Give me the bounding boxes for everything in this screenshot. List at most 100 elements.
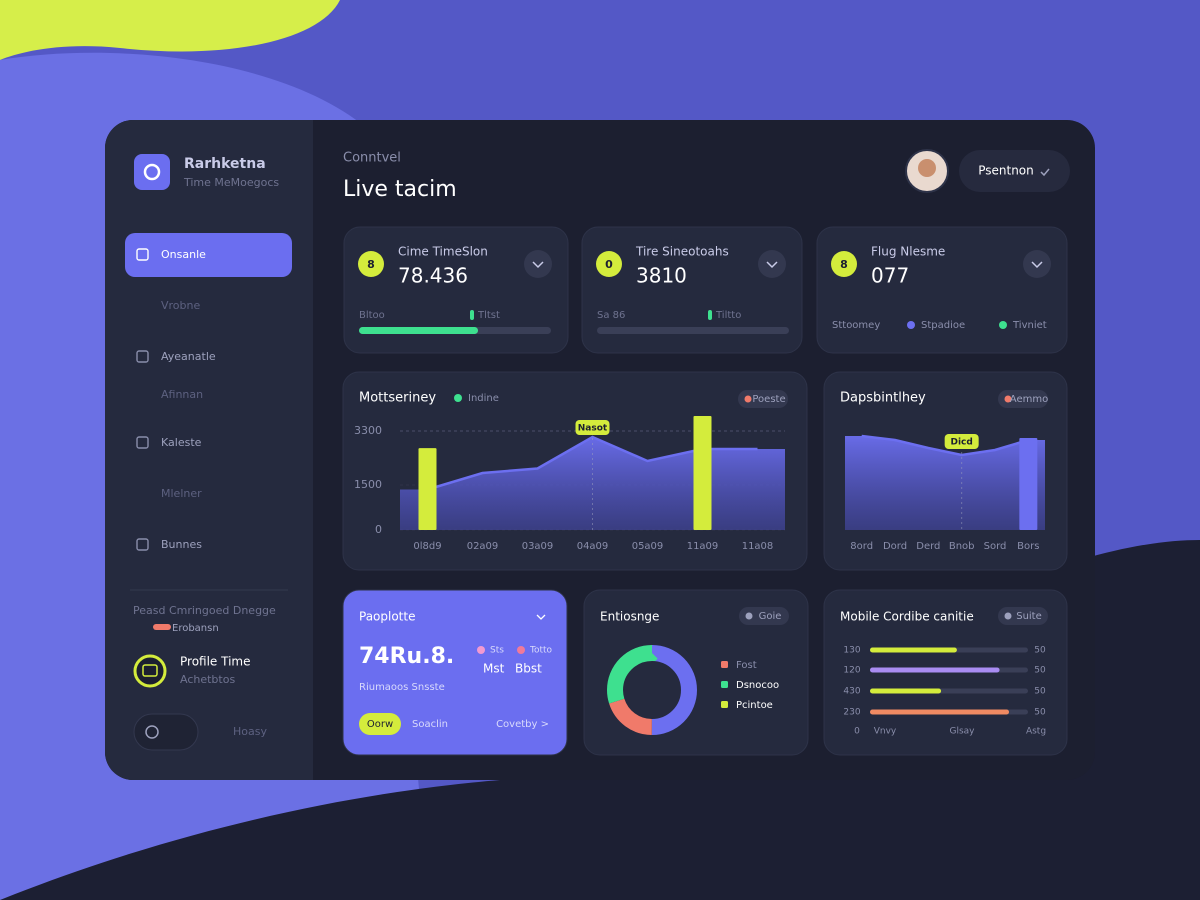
badge[interactable]: [998, 607, 1048, 625]
stat-menu[interactable]: [524, 250, 552, 278]
legend-label: Dsnocoo: [736, 680, 779, 691]
stat-title: Cime TimeSlon: [398, 245, 488, 259]
promo-link[interactable]: Covetby >: [496, 719, 549, 730]
tag-label: Erobansn: [172, 623, 219, 634]
stat-left: Bltoo: [359, 310, 385, 321]
profile-glyph: [142, 664, 158, 677]
promo-sub: Mst: [483, 662, 505, 676]
progress-fill: [359, 327, 479, 334]
status-pill: [708, 310, 712, 320]
brand: Rarhketna: [184, 156, 266, 172]
badge-icon: [744, 395, 752, 403]
x-tick-label: Bors: [1017, 541, 1039, 552]
row-value: 50: [1034, 646, 1046, 656]
chart-title: Dapsbintlhey: [840, 391, 926, 406]
stat-icon: [358, 251, 384, 277]
nav-item[interactable]: Vrobne: [161, 299, 200, 312]
stat-value: 78.436: [398, 264, 468, 288]
promo-card: [342, 589, 568, 756]
nav-item[interactable]: Onsanle: [161, 248, 206, 261]
x-tick-label: 03a09: [522, 541, 554, 552]
nav-item[interactable]: Mlelner: [161, 487, 202, 500]
stat-icon: [831, 251, 857, 277]
progress-track: [597, 327, 789, 334]
navy-blob: [0, 540, 1200, 900]
nav-item[interactable]: Bunnes: [161, 538, 202, 551]
badge[interactable]: [738, 390, 788, 408]
content: Rarhketna Time MeMoegocs Onsanle Vrobne Ayea…: [125, 149, 1070, 756]
nav-icon: [136, 436, 149, 449]
legend-label: Fost: [736, 660, 757, 671]
bar: [870, 647, 957, 653]
annotation-pill: [944, 434, 979, 449]
badge[interactable]: [998, 390, 1048, 408]
legend-swatch: [721, 701, 728, 708]
y-tick-label: 0: [375, 523, 382, 536]
badge[interactable]: [739, 607, 789, 625]
row-label: 130: [843, 646, 860, 656]
badge-icon: [745, 612, 753, 620]
area-line: [861, 434, 1029, 457]
brand-subtitle: Time MeMoegocs: [183, 176, 279, 189]
legend-dot: [454, 394, 462, 402]
annotation: Nasot: [578, 424, 608, 434]
stat-icon: [596, 251, 622, 277]
nav-active[interactable]: [125, 233, 292, 277]
sidebar-edge: [285, 120, 313, 780]
nav-item[interactable]: Ayeanatle: [161, 350, 216, 363]
promo-button-label[interactable]: Oorw: [367, 719, 393, 730]
nav-icon: [136, 350, 149, 363]
stat-menu[interactable]: [758, 250, 786, 278]
row-value: 50: [1034, 708, 1046, 718]
stat-menu[interactable]: [1023, 250, 1051, 278]
stat-legend: Stpadioe: [921, 320, 965, 331]
header-button-label[interactable]: Psentnon: [978, 164, 1034, 178]
profile-avatar[interactable]: [133, 654, 167, 688]
badge-icon: [1004, 612, 1012, 620]
nav-item[interactable]: Afinnan: [161, 388, 203, 401]
row-label: 120: [843, 666, 860, 676]
logo: [134, 154, 170, 190]
x-tick-label: Dord: [883, 541, 907, 552]
badge-label: Goie: [759, 611, 782, 622]
x-tick-label: 11a08: [742, 541, 774, 552]
stat-title: Flug Nlesme: [871, 245, 945, 259]
stat-legend: Sttoomey: [832, 320, 880, 331]
bar: [870, 709, 1010, 715]
x-label: 0: [854, 727, 860, 737]
status-pill: [470, 310, 474, 320]
donut-card: [583, 589, 809, 756]
row-label: 430: [843, 687, 860, 697]
stat-right: Tltst: [477, 310, 500, 321]
header-button[interactable]: [959, 150, 1070, 192]
badge-label: Suite: [1016, 611, 1042, 622]
nav-icon: [136, 248, 149, 261]
promo-legend: Sts: [490, 646, 504, 656]
stat-card: [581, 226, 803, 354]
x-tick-label: 0l8d9: [413, 541, 441, 552]
footer-label: Hoasy: [233, 725, 267, 738]
lime-blob: [0, 0, 340, 60]
badge-label: Aemmo: [1010, 394, 1048, 405]
stat-value: 077: [871, 264, 909, 288]
check-icon: [1040, 168, 1050, 177]
stat-icon-label: 8: [840, 258, 848, 271]
x-tick-label: 05a09: [632, 541, 664, 552]
nav-item[interactable]: Kaleste: [161, 436, 202, 449]
row-value: 50: [1034, 687, 1046, 697]
avatar-face: [918, 159, 936, 177]
promo-sub: Bbst: [515, 662, 542, 676]
x-label: Glsay: [949, 727, 975, 737]
stat-right: Tiltto: [715, 310, 741, 321]
chart-title: Mobile Cordibe canitie: [840, 610, 974, 624]
x-tick-label: 02a09: [467, 541, 499, 552]
toggle[interactable]: [133, 713, 199, 751]
promo-button[interactable]: [359, 713, 401, 735]
promo-chevron: [536, 614, 546, 620]
promo-link[interactable]: Soaclin: [412, 719, 448, 730]
stat-card: [343, 226, 569, 354]
section-label: Peasd Cmringoed Dnegge: [133, 604, 276, 617]
page-title: Live tacim: [343, 177, 457, 202]
x-tick-label: 8ord: [850, 541, 873, 552]
toggle-knob: [145, 725, 159, 739]
